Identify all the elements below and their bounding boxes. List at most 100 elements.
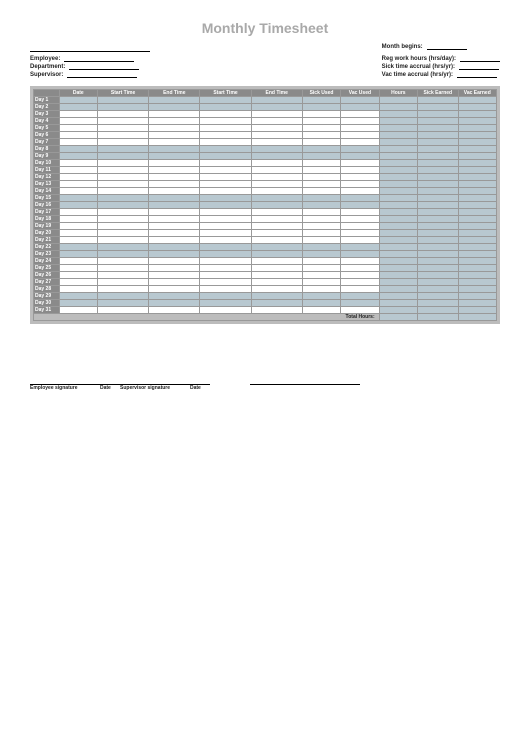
table-cell[interactable]	[149, 160, 200, 167]
table-cell[interactable]	[251, 202, 302, 209]
table-cell[interactable]	[149, 223, 200, 230]
table-cell[interactable]	[98, 265, 149, 272]
table-cell[interactable]	[98, 174, 149, 181]
table-cell[interactable]	[200, 97, 251, 104]
reg-hours-input[interactable]	[460, 61, 500, 62]
table-cell[interactable]	[98, 307, 149, 314]
table-cell[interactable]	[200, 237, 251, 244]
table-cell[interactable]	[59, 202, 97, 209]
table-cell[interactable]	[458, 167, 496, 174]
table-cell[interactable]	[341, 111, 379, 118]
table-cell[interactable]	[98, 300, 149, 307]
table-cell[interactable]	[59, 146, 97, 153]
table-cell[interactable]	[98, 216, 149, 223]
table-cell[interactable]	[458, 244, 496, 251]
table-cell[interactable]	[418, 146, 459, 153]
table-cell[interactable]	[302, 216, 340, 223]
table-cell[interactable]	[302, 209, 340, 216]
table-cell[interactable]	[379, 167, 417, 174]
table-cell[interactable]	[341, 265, 379, 272]
table-cell[interactable]	[59, 188, 97, 195]
table-cell[interactable]	[98, 160, 149, 167]
table-cell[interactable]	[418, 167, 459, 174]
table-cell[interactable]	[200, 104, 251, 111]
table-cell[interactable]	[458, 258, 496, 265]
table-cell[interactable]	[98, 188, 149, 195]
table-cell[interactable]	[59, 132, 97, 139]
extra-sig-line[interactable]	[250, 384, 360, 391]
table-cell[interactable]	[98, 209, 149, 216]
month-begins-input[interactable]	[427, 49, 467, 50]
table-cell[interactable]	[302, 223, 340, 230]
table-cell[interactable]	[418, 265, 459, 272]
table-cell[interactable]	[418, 181, 459, 188]
table-cell[interactable]	[149, 139, 200, 146]
table-cell[interactable]	[379, 174, 417, 181]
table-cell[interactable]	[98, 167, 149, 174]
table-cell[interactable]	[251, 146, 302, 153]
table-cell[interactable]	[302, 293, 340, 300]
table-cell[interactable]	[379, 265, 417, 272]
table-cell[interactable]	[302, 146, 340, 153]
table-cell[interactable]	[149, 174, 200, 181]
table-cell[interactable]	[302, 300, 340, 307]
table-cell[interactable]	[251, 286, 302, 293]
table-cell[interactable]	[418, 216, 459, 223]
table-cell[interactable]	[341, 300, 379, 307]
table-cell[interactable]	[458, 104, 496, 111]
table-cell[interactable]	[341, 209, 379, 216]
sick-accrual-input[interactable]	[459, 69, 499, 70]
table-cell[interactable]	[418, 125, 459, 132]
table-cell[interactable]	[98, 202, 149, 209]
table-cell[interactable]	[251, 118, 302, 125]
table-cell[interactable]	[302, 181, 340, 188]
table-cell[interactable]	[302, 258, 340, 265]
table-cell[interactable]	[302, 118, 340, 125]
table-cell[interactable]	[200, 153, 251, 160]
table-cell[interactable]	[59, 209, 97, 216]
table-cell[interactable]	[302, 244, 340, 251]
table-cell[interactable]	[418, 111, 459, 118]
table-cell[interactable]	[200, 307, 251, 314]
table-cell[interactable]	[458, 237, 496, 244]
table-cell[interactable]	[98, 181, 149, 188]
table-cell[interactable]	[251, 111, 302, 118]
table-cell[interactable]	[341, 195, 379, 202]
table-cell[interactable]	[59, 139, 97, 146]
table-cell[interactable]	[341, 125, 379, 132]
table-cell[interactable]	[458, 300, 496, 307]
table-cell[interactable]	[59, 279, 97, 286]
table-cell[interactable]	[251, 230, 302, 237]
table-cell[interactable]	[458, 293, 496, 300]
table-cell[interactable]	[458, 230, 496, 237]
table-cell[interactable]	[341, 160, 379, 167]
table-cell[interactable]	[149, 132, 200, 139]
table-cell[interactable]	[379, 244, 417, 251]
table-cell[interactable]	[341, 118, 379, 125]
table-cell[interactable]	[251, 300, 302, 307]
table-cell[interactable]	[98, 237, 149, 244]
table-cell[interactable]	[341, 251, 379, 258]
table-cell[interactable]	[59, 125, 97, 132]
table-cell[interactable]	[302, 195, 340, 202]
table-cell[interactable]	[379, 160, 417, 167]
table-cell[interactable]	[302, 174, 340, 181]
table-cell[interactable]	[200, 118, 251, 125]
table-cell[interactable]	[302, 104, 340, 111]
table-cell[interactable]	[379, 216, 417, 223]
table-cell[interactable]	[418, 293, 459, 300]
table-cell[interactable]	[341, 216, 379, 223]
table-cell[interactable]	[379, 188, 417, 195]
table-cell[interactable]	[418, 223, 459, 230]
table-cell[interactable]	[98, 272, 149, 279]
table-cell[interactable]	[149, 202, 200, 209]
table-cell[interactable]	[458, 279, 496, 286]
table-cell[interactable]	[149, 307, 200, 314]
table-cell[interactable]	[418, 286, 459, 293]
table-cell[interactable]	[200, 265, 251, 272]
table-cell[interactable]	[341, 188, 379, 195]
table-cell[interactable]	[458, 118, 496, 125]
table-cell[interactable]	[149, 216, 200, 223]
table-cell[interactable]	[458, 174, 496, 181]
table-cell[interactable]	[59, 307, 97, 314]
